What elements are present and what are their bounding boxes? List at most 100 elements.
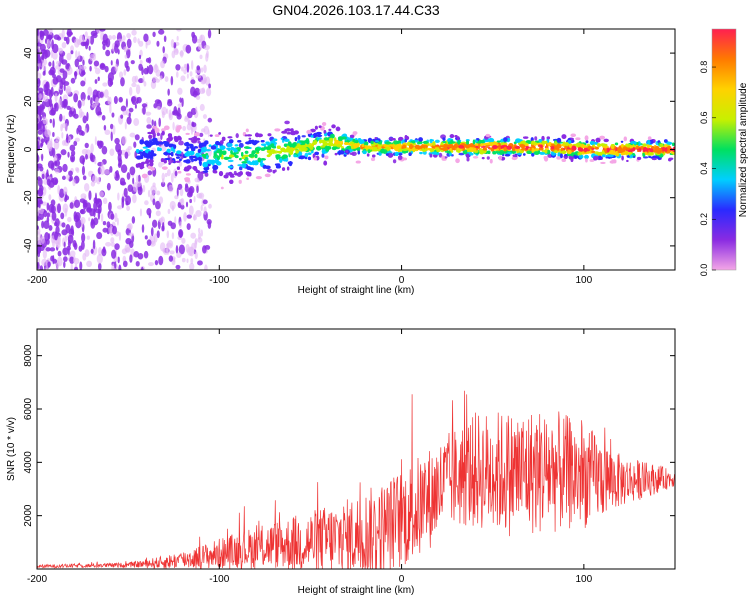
- spectrogram-noise-cell: [88, 217, 91, 222]
- spectrogram-noise-cell: [118, 264, 122, 270]
- spectrogram-noise-cell: [144, 235, 148, 240]
- spectrogram-noise-cell: [61, 131, 64, 139]
- spectrogram-noise-cell: [66, 31, 73, 36]
- spectrogram-band-cell: [238, 179, 242, 184]
- spectrogram-band-cell: [561, 150, 567, 154]
- spectrogram-noise-cell: [53, 154, 58, 162]
- spectrogram-noise-cell: [194, 251, 198, 260]
- spectrogram-noise-cell: [179, 188, 184, 197]
- spectrogram-noise-cell: [113, 95, 118, 105]
- spectrogram-band-cell: [455, 158, 460, 164]
- spectrogram-noise-cell: [63, 261, 66, 268]
- spectrogram-noise-cell: [150, 227, 154, 237]
- spectrogram-noise-cell: [159, 75, 163, 81]
- spectrogram-band-cell: [521, 146, 525, 150]
- spectrogram-band-cell: [553, 150, 558, 153]
- spectrogram-band-cell: [177, 170, 182, 174]
- spectrogram-noise-cell: [207, 117, 213, 123]
- spectrogram-band-cell: [659, 143, 664, 148]
- spectrogram-noise-cell: [133, 36, 137, 44]
- spectrogram-band-cell: [589, 140, 595, 145]
- snr-xlabel: Height of straight line (km): [298, 585, 415, 596]
- spectrogram-noise-cell: [126, 116, 132, 125]
- spectrogram-band-cell: [334, 139, 341, 145]
- spectrogram-noise-cell: [126, 38, 132, 49]
- spectrogram-band-cell: [346, 146, 352, 150]
- spectrogram-noise-cell: [41, 153, 44, 162]
- spectrogram-noise-cell: [100, 165, 105, 176]
- spectrogram-band-cell: [485, 133, 490, 138]
- spectrogram-band-cell: [451, 147, 455, 151]
- spectrogram-noise-cell: [89, 35, 95, 45]
- spectrogram-band-cell: [285, 128, 291, 132]
- spectrogram-band-cell: [141, 173, 148, 179]
- spectrogram-noise-cell: [146, 124, 152, 129]
- spectrogram-noise-cell: [47, 261, 51, 268]
- spectrogram-noise-cell: [126, 172, 131, 180]
- spectrogram-noise-cell: [202, 114, 208, 119]
- spectrogram-band-cell: [219, 140, 224, 145]
- spectrogram-band-cell: [643, 156, 649, 159]
- spectrogram-band-cell: [148, 134, 153, 139]
- spectrogram-band-cell: [620, 140, 624, 143]
- spectrogram-noise-cell: [63, 256, 68, 262]
- spectrogram-noise-cell: [105, 242, 112, 247]
- spectrogram-band-cell: [525, 140, 532, 144]
- spectrogram-noise-cell: [208, 83, 211, 89]
- spectrogram-band-cell: [241, 161, 248, 164]
- spectrogram-band-cell: [301, 141, 306, 146]
- spectrogram-band-cell: [179, 158, 182, 162]
- spectrogram-band-cell: [356, 146, 361, 152]
- spectrogram-noise-cell: [37, 201, 41, 208]
- spectrogram-band-cell: [488, 147, 492, 150]
- spectrogram-band-cell: [328, 141, 333, 147]
- spectrogram-band-cell: [362, 150, 367, 155]
- spectrogram-band-cell: [429, 139, 434, 142]
- spectrogram-noise-cell: [142, 75, 145, 84]
- spectrogram-band-cell: [272, 145, 277, 149]
- spectrogram-band-cell: [156, 132, 161, 137]
- spectrogram-noise-cell: [106, 221, 111, 229]
- spectrogram-noise-cell: [132, 194, 137, 204]
- spectrogram-band-cell: [176, 153, 182, 157]
- spectrogram-noise-cell: [136, 96, 142, 104]
- spectrogram-noise-cell: [128, 240, 134, 249]
- snr-y-tick-label: 8000: [23, 344, 34, 367]
- spectrogram-noise-cell: [167, 239, 174, 249]
- spectrogram-band-cell: [633, 141, 637, 145]
- spectrogram-noise-cell: [45, 247, 51, 252]
- spectrogram-noise-cell: [52, 77, 59, 85]
- spectrogram-band-cell: [260, 147, 266, 151]
- spectrogram-band-cell: [614, 142, 619, 146]
- spectrogram-band-cell: [571, 145, 577, 151]
- spectrogram-noise-cell: [73, 113, 79, 119]
- spectrogram-noise-cell: [56, 256, 63, 267]
- spectrogram-band-cell: [168, 143, 175, 147]
- spectrogram-band-cell: [477, 143, 481, 148]
- spectrogram-band-cell: [260, 139, 265, 143]
- spectrogram-noise-cell: [80, 111, 85, 118]
- spectrogram-noise-cell: [196, 185, 199, 194]
- spectrogram-noise-cell: [56, 36, 62, 41]
- spectrogram-band-cell: [617, 151, 623, 154]
- snr-plot-frame: [36, 328, 676, 570]
- spectrogram-band-cell: [621, 155, 624, 161]
- spectrogram-noise-cell: [38, 87, 44, 94]
- spectrogram-band-cell: [646, 143, 650, 149]
- spectrogram-band-cell: [283, 138, 290, 142]
- spectrogram-noise-cell: [38, 187, 43, 197]
- spectrogram-band-cell: [148, 139, 153, 142]
- spectrogram-band-cell: [594, 146, 599, 150]
- spectrogram-noise-cell: [77, 50, 81, 60]
- spectrogram-band-cell: [168, 162, 171, 165]
- spectrogram-band-cell: [276, 145, 281, 149]
- spectrogram-noise-cell: [80, 91, 86, 102]
- spectrogram-noise-cell: [173, 105, 178, 115]
- spectrogram-band-cell: [309, 144, 314, 150]
- spectrogram-noise-cell: [71, 106, 74, 112]
- spectrogram-band-cell: [199, 154, 203, 158]
- spectrogram-noise-cell: [42, 116, 47, 125]
- spectrogram-noise-cell: [110, 242, 116, 247]
- spectrogram-band-cell: [516, 150, 520, 154]
- spectrogram-band-cell: [431, 151, 438, 155]
